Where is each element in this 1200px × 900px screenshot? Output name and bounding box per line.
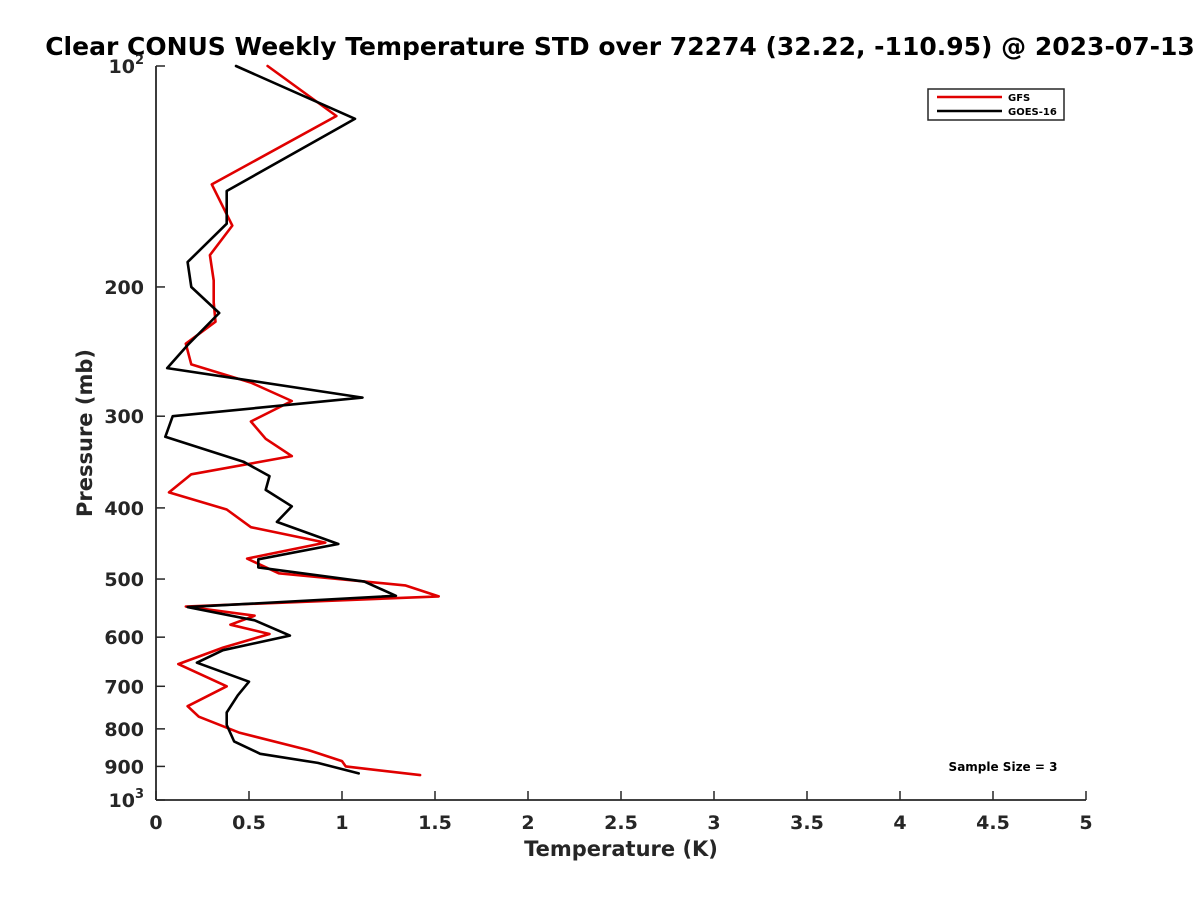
y-tick-label: 900 bbox=[104, 756, 144, 778]
y-tick-label: 102 bbox=[109, 53, 145, 78]
y-tick-label: 200 bbox=[104, 277, 144, 299]
y-axis-label: Pressure (mb) bbox=[73, 349, 97, 517]
legend-label: GFS bbox=[1008, 93, 1030, 104]
x-tick-label: 3.5 bbox=[790, 812, 824, 834]
x-tick-label: 3 bbox=[707, 812, 720, 834]
legend-box bbox=[927, 88, 1065, 121]
x-tick-label: 1.5 bbox=[418, 812, 452, 834]
series-group bbox=[164, 64, 441, 777]
y-tick-label: 600 bbox=[104, 627, 144, 649]
x-tick-label: 2.5 bbox=[604, 812, 638, 834]
sample-size-annotation: Sample Size = 3 bbox=[949, 760, 1058, 774]
x-tick-label: 0 bbox=[149, 812, 162, 834]
x-tick-label: 2 bbox=[521, 812, 534, 834]
tick-group: 0 0.5 1 1.5 2 2.5 3 3.5 4 4.5 5 102 200 300 400 500 600 7… bbox=[104, 53, 1092, 834]
legend: GFS GOES-16 bbox=[927, 88, 1065, 121]
y-tick-label: 500 bbox=[104, 569, 144, 591]
x-tick-label: 4 bbox=[893, 812, 906, 834]
legend-items: GFS GOES-16 bbox=[937, 93, 1057, 118]
chart-title: Clear CONUS Weekly Temperature STD over … bbox=[45, 32, 1195, 61]
x-tick-label: 5 bbox=[1079, 812, 1092, 834]
series-line-gfs bbox=[167, 64, 441, 777]
x-tick-label: 1 bbox=[335, 812, 348, 834]
y-tick-label: 700 bbox=[104, 676, 144, 698]
x-tick-label: 4.5 bbox=[976, 812, 1010, 834]
series-line-goes-16 bbox=[164, 64, 398, 775]
y-tick-label: 103 bbox=[109, 787, 145, 812]
x-tick-label: 0.5 bbox=[232, 812, 266, 834]
legend-label: GOES-16 bbox=[1008, 107, 1057, 118]
y-tick-label: 400 bbox=[104, 498, 144, 520]
x-axis-label: Temperature (K) bbox=[524, 837, 718, 861]
y-tick-label: 800 bbox=[104, 719, 144, 741]
y-tick-label: 300 bbox=[104, 406, 144, 428]
